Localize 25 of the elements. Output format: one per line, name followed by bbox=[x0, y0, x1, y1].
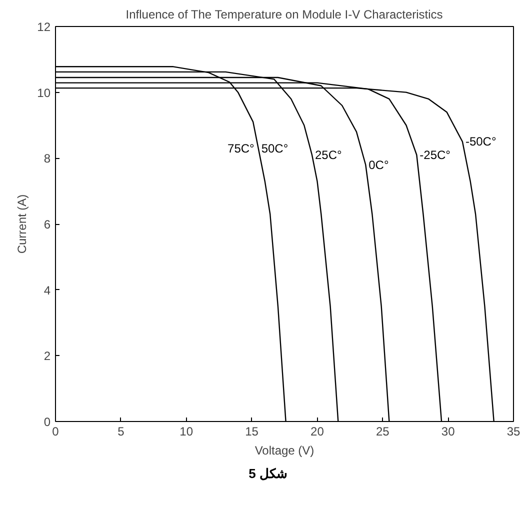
y-tick-label: 0 bbox=[44, 415, 51, 429]
y-axis-title: Current (A) bbox=[15, 194, 30, 254]
chart-title: Influence of The Temperature on Module I-V Characteristics bbox=[126, 8, 443, 22]
x-tick-label: 25 bbox=[376, 424, 390, 438]
x-tick-label: 35 bbox=[506, 424, 520, 438]
x-tick-label: 5 bbox=[118, 424, 125, 438]
x-axis-title: Voltage (V) bbox=[254, 444, 314, 458]
annotation: 0C° bbox=[368, 158, 389, 172]
annotation: 25C° bbox=[314, 148, 342, 162]
x-tick-label: 15 bbox=[245, 424, 259, 438]
annotation: -25C° bbox=[420, 148, 451, 162]
x-tick-label: 0 bbox=[52, 424, 60, 438]
y-tick-label: 4 bbox=[44, 283, 51, 298]
y-tick-label: 2 bbox=[44, 349, 51, 364]
text: شكل 5 bbox=[248, 465, 288, 483]
x-tick-label: 30 bbox=[441, 424, 456, 438]
x-tick-label: 10 bbox=[180, 424, 194, 438]
y-tick-label: 6 bbox=[44, 218, 51, 232]
annotation: -50C° bbox=[465, 134, 496, 149]
y-tick-label: 12 bbox=[37, 20, 51, 34]
annotation: 75C° bbox=[228, 141, 255, 156]
y-tick-label: 8 bbox=[44, 152, 51, 166]
y-tick-label: 10 bbox=[37, 86, 51, 100]
x-tick-label: 20 bbox=[310, 424, 324, 438]
annotation: 50C° bbox=[261, 141, 288, 156]
